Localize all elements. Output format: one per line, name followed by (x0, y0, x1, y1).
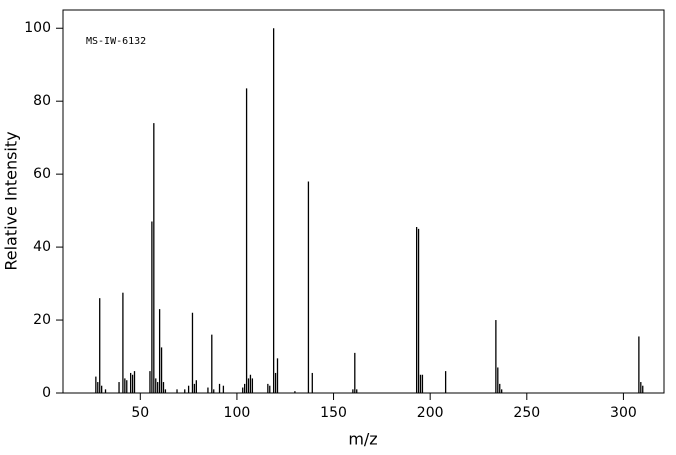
x-tick-label: 150 (320, 405, 347, 421)
plot-frame (62, 9, 665, 394)
x-tick-label: 250 (513, 405, 540, 421)
x-tick-label: 200 (417, 405, 444, 421)
y-tick-label: 60 (33, 166, 51, 182)
x-tick-label: 100 (224, 405, 251, 421)
y-tick-label: 0 (42, 385, 51, 401)
y-tick-label: 40 (33, 239, 51, 255)
y-tick-label: 20 (33, 312, 51, 328)
x-axis-label: m/z (348, 430, 377, 449)
y-tick-label: 100 (24, 20, 51, 36)
x-tick-label: 50 (131, 405, 149, 421)
y-tick-label: 80 (33, 93, 51, 109)
x-tick-label: 300 (610, 405, 637, 421)
y-axis-label: Relative Intensity (2, 131, 21, 270)
annotation: MS-IW-6132 (86, 36, 146, 47)
